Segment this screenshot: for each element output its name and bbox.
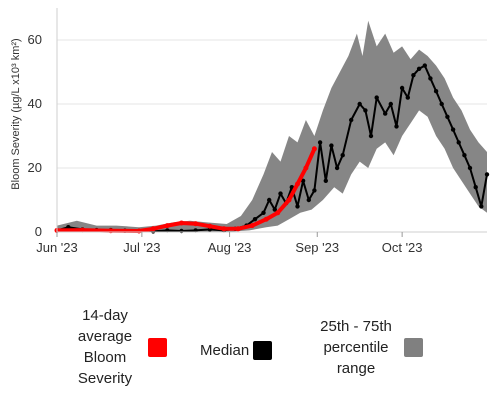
median-point-38: [394, 124, 399, 129]
median-point-54: [484, 172, 490, 177]
legend-label-average: 14-day average Bloom Severity: [66, 305, 144, 389]
median-point-51: [467, 165, 473, 171]
percentile-band-area: [57, 20, 487, 232]
average-point-6: [179, 220, 184, 226]
legend-range-line-3: range: [336, 360, 376, 377]
median-point-22: [295, 204, 300, 209]
average-point-12: [263, 216, 269, 222]
median-point-17: [267, 197, 272, 203]
x-tick-label-2023-09-01: Sep '23: [295, 240, 339, 255]
median-point-44: [428, 76, 433, 81]
legend-average-line-4: Severity: [77, 370, 133, 387]
average-point-8: [207, 223, 213, 229]
legend-average-line-3: Bloom: [83, 349, 127, 366]
median-point-41: [411, 73, 416, 78]
median-point-43: [422, 63, 427, 68]
median-point-24: [306, 197, 311, 203]
y-tick-label-0: 0: [35, 224, 42, 239]
average-series: [54, 146, 317, 234]
axes: [56, 8, 487, 233]
legend-swatch-average: [148, 337, 167, 357]
median-point-35: [374, 95, 379, 100]
median-point-21: [289, 185, 294, 190]
median-point-34: [368, 133, 374, 139]
average-point-10: [235, 226, 241, 232]
median-point-42: [416, 66, 422, 72]
legend-range-line-1: 25th - 75th: [320, 318, 392, 335]
median-point-53: [479, 204, 484, 209]
x-tick-label-2023-08-01: Aug '23: [208, 240, 252, 255]
average-point-11: [249, 223, 255, 229]
median-point-45: [433, 89, 439, 94]
legend-average-line-1: 14-day: [82, 307, 128, 324]
legend-label-range: 25th - 75th percentile range: [312, 316, 400, 379]
average-point-1: [80, 227, 85, 233]
legend-swatch-median: [253, 341, 273, 360]
percentile-band: [57, 20, 487, 232]
median-point-50: [462, 153, 467, 158]
average-line: [55, 146, 317, 233]
median-point-36: [383, 111, 388, 116]
median-point-15: [252, 217, 258, 222]
median-point-33: [363, 108, 368, 113]
median-point-39: [399, 85, 405, 91]
y-axis-label: Bloom Severity (µg/L x10³ km²): [10, 38, 22, 189]
legend-swatch-range: [404, 338, 423, 357]
legend-range-line-2: percentile: [323, 339, 389, 356]
median-point-27: [323, 178, 328, 183]
median-point-37: [388, 101, 393, 107]
legend-item-average: 14-day average Bloom Severity: [66, 305, 167, 389]
median-point-9: [179, 228, 184, 234]
median-point-49: [456, 140, 461, 145]
average-point-3: [136, 228, 142, 234]
average-point-14: [286, 197, 292, 203]
median-point-52: [473, 185, 478, 190]
average-point-7: [193, 221, 199, 227]
x-tick-labels: Jun '23 Jul '23 Aug '23 Sep '23 Oct '23: [36, 232, 423, 255]
legend-item-median: Median: [200, 340, 273, 361]
median-point-29: [334, 165, 340, 171]
median-point-32: [357, 101, 362, 107]
legend-average-line-2: average: [77, 328, 133, 345]
average-point-17: [311, 146, 317, 152]
x-tick-label-2023-10-01: Oct '23: [382, 240, 423, 255]
average-point-13: [275, 210, 281, 216]
legend-item-range: 25th - 75th percentile range: [312, 316, 423, 379]
average-point-15: [295, 181, 300, 187]
median-point-28: [329, 143, 334, 148]
average-point-9: [221, 226, 227, 232]
median-point-46: [439, 101, 444, 107]
bloom-severity-chart: 0 20 40 60 Jun '23 Jul '23 Aug '23 Sep '23 Oct …: [10, 8, 490, 255]
median-point-16: [261, 210, 266, 215]
average-point-16: [303, 165, 309, 171]
y-tick-label-60: 60: [28, 32, 42, 47]
legend-label-median: Median: [200, 342, 250, 359]
median-point-18: [272, 207, 277, 212]
x-tick-label-2023-06-01: Jun '23: [36, 240, 78, 255]
y-tick-label-40: 40: [28, 96, 42, 111]
y-tick-labels: 0 20 40 60: [28, 32, 42, 239]
average-point-5: [164, 223, 170, 229]
y-tick-label-20: 20: [28, 160, 42, 175]
median-point-40: [405, 95, 410, 100]
median-point-47: [445, 114, 450, 120]
median-point-30: [340, 153, 345, 158]
median-point-48: [450, 127, 456, 132]
median-point-19: [278, 191, 283, 196]
average-point-4: [150, 226, 156, 232]
median-point-31: [349, 117, 354, 123]
median-point-25: [312, 188, 317, 193]
median-point-26: [317, 140, 323, 145]
legend: 14-day average Bloom Severity Median 25t…: [0, 300, 491, 400]
x-tick-label-2023-07-01: Jul '23: [123, 240, 160, 255]
